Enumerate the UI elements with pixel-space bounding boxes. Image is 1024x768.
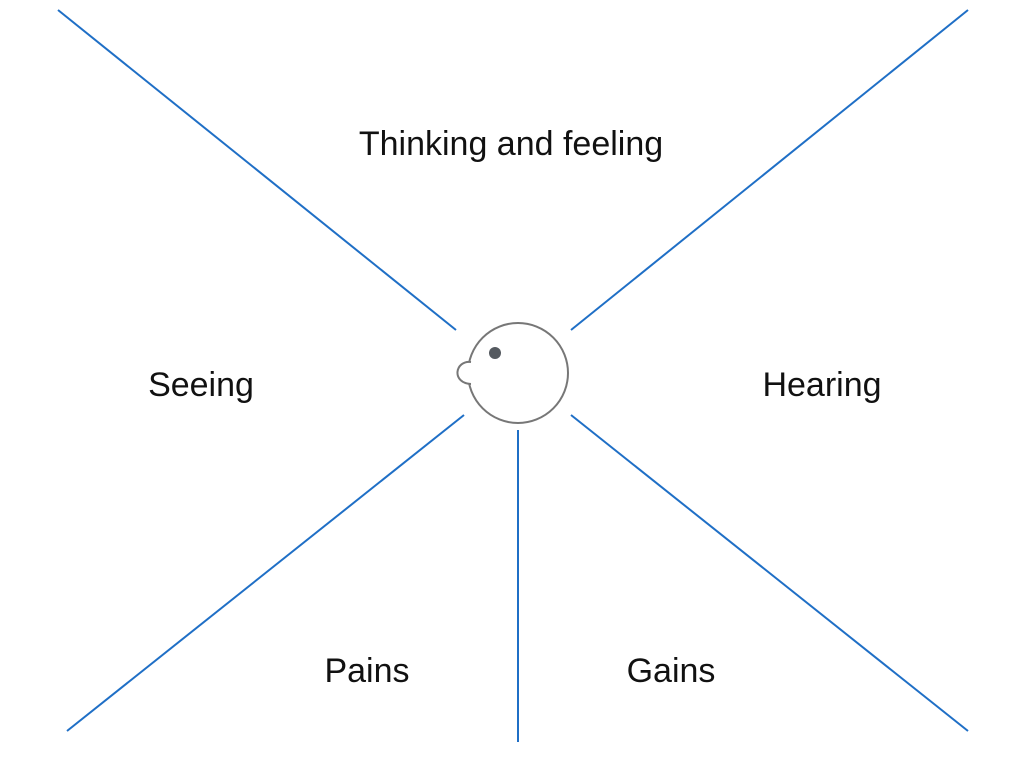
section-label-seeing: Seeing <box>148 366 254 404</box>
divider-line-bottom-left <box>66 414 465 732</box>
section-label-hearing: Hearing <box>762 366 882 404</box>
section-label-pains: Pains <box>324 652 410 690</box>
divider-line-top-left <box>57 9 457 331</box>
eye-dot <box>489 347 501 359</box>
divider-line-top-right <box>570 9 969 331</box>
head-outline <box>467 322 569 424</box>
divider-lines <box>57 9 969 742</box>
head-profile-icon <box>456 322 569 424</box>
section-label-gains: Gains <box>626 652 716 690</box>
nose-shape <box>456 360 472 385</box>
divider-line-bottom-right <box>570 414 969 732</box>
section-label-thinking-and-feeling: Thinking and feeling <box>358 125 664 163</box>
